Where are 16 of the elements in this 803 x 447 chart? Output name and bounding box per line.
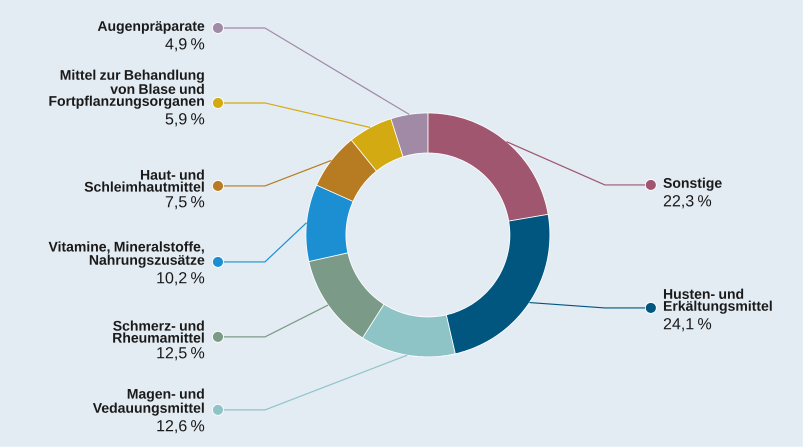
slice-label: Husten- und Erkältungsmittel [664,288,772,314]
data-label: 22,3 % [664,195,712,208]
data-label: 24,1 % [664,318,712,332]
data-label: 4,9 % [165,38,204,52]
legend-label: Vitamine, Mineralstoffe, Nahrungszusätze [48,241,204,268]
data-label: 5,9 % [166,113,204,126]
data-label: 7,5 % [166,196,204,210]
slice-label: Sonstige [663,178,722,191]
legend-label: Schmerz- und Rheumamittel [113,320,204,343]
legend-label: Haut- und Schleimhautmittel [84,170,204,192]
legend-label: Augenpräparate [98,21,204,34]
slice-label: Mittel zur Behandlung von Blase und Fortpflanzungsorganen [49,70,204,109]
data-label: 10,2 % [157,272,204,286]
legend-label: Magen- und Vedauungsmittel [92,388,204,416]
data-label: 12,6 % [157,420,204,434]
data-label: 12,5 % [157,347,204,360]
